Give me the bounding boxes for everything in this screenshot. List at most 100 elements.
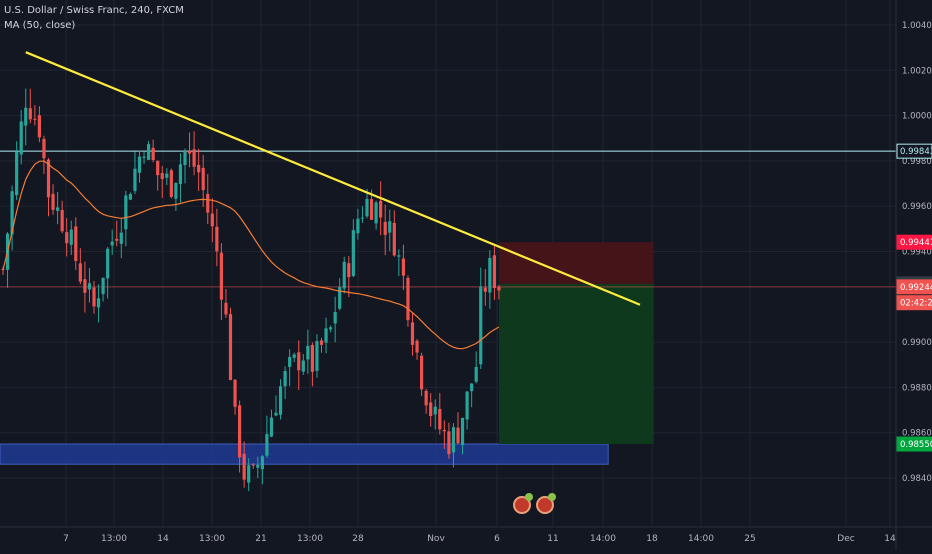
price-badge-stop: [896, 234, 932, 250]
candle-body: [301, 360, 305, 372]
candle-body: [415, 340, 419, 353]
candle-body: [197, 164, 201, 173]
candle-body: [42, 138, 46, 159]
candle-body: [256, 464, 260, 468]
candle-body: [151, 147, 155, 160]
candle-body: [315, 341, 319, 371]
x-tick-label: 21: [255, 534, 266, 544]
candle-body: [438, 408, 442, 430]
candle-body: [465, 391, 469, 420]
candle-body: [401, 258, 405, 276]
price-badge-countdown: [896, 295, 932, 311]
candle-body: [251, 464, 255, 466]
candle-body: [297, 352, 301, 371]
support-zone: [0, 443, 609, 465]
candle-body: [360, 217, 365, 219]
candle-body: [87, 283, 92, 290]
candle-body: [274, 412, 278, 416]
candle-body: [10, 191, 14, 235]
candle-body: [306, 345, 310, 360]
candle-body: [69, 229, 73, 245]
candle-body: [365, 198, 369, 217]
candle-body: [28, 108, 32, 120]
candle-body: [247, 465, 251, 483]
candle-body: [383, 221, 387, 235]
candle-body: [128, 194, 132, 200]
candle-body: [351, 230, 355, 277]
candles-group: [1, 88, 501, 492]
ma-50-line: [2, 160, 500, 350]
candle-body: [288, 357, 292, 367]
x-tick-label: 11: [547, 534, 558, 544]
candle-body: [124, 195, 128, 230]
candle-body: [374, 202, 378, 224]
x-tick-label: 13:00: [199, 534, 225, 544]
x-tick-label: 14:00: [688, 534, 714, 544]
candle-body: [137, 156, 142, 173]
price-badge-target: [896, 436, 932, 452]
candle-body: [142, 156, 146, 158]
take-profit-zone: [498, 283, 654, 445]
candle-body: [106, 248, 110, 279]
candle-body: [488, 257, 492, 293]
y-tick-label: 1.00400: [902, 21, 932, 31]
y-tick-label: 0.98400: [902, 474, 932, 484]
x-tick-label: 7: [63, 534, 69, 544]
candle-body: [78, 263, 82, 282]
chart-title: U.S. Dollar / Swiss Franc, 240, FXCM: [4, 5, 184, 16]
candle-body: [410, 322, 415, 345]
event-marker-badge-icon: [548, 493, 556, 501]
candle-body: [310, 344, 314, 372]
candle-body: [319, 340, 324, 345]
x-tick-label: 13:00: [297, 534, 323, 544]
candle-body: [19, 121, 23, 155]
candle-body: [24, 107, 28, 126]
event-marker-icon: [536, 496, 554, 514]
price-badge-text-target: 0.98550: [900, 440, 932, 450]
price-badge-text-level: 0.99843: [900, 147, 932, 157]
candle-body: [233, 379, 237, 407]
x-tick-label: Nov: [427, 534, 445, 544]
candle-body: [51, 193, 55, 210]
candle-body: [133, 168, 137, 192]
y-tick-label: 1.00200: [902, 66, 932, 76]
candle-body: [115, 238, 119, 241]
candle-body: [388, 221, 392, 233]
candle-body: [215, 226, 219, 252]
x-tick-label: Dec: [837, 534, 854, 544]
candle-body: [470, 383, 474, 392]
candle-body: [479, 286, 483, 365]
candle-body: [347, 263, 351, 278]
candle-body: [324, 328, 328, 343]
candle-body: [483, 287, 487, 292]
candle-body: [160, 173, 164, 180]
x-tick-label: 18: [646, 534, 658, 544]
candle-body: [369, 199, 374, 220]
candle-body: [392, 222, 396, 256]
candle-body: [238, 405, 242, 458]
candle-body: [260, 456, 264, 470]
candle-body: [165, 173, 169, 178]
candle-body: [110, 241, 114, 246]
candle-body: [442, 429, 446, 432]
candle-body: [342, 261, 346, 289]
x-tick-label: 25: [744, 534, 755, 544]
candle-body: [460, 417, 465, 445]
event-marker-icon: [513, 496, 531, 514]
candle-body: [242, 453, 246, 480]
x-tick-label: 13:00: [101, 534, 127, 544]
price-badge-text-last: 0.99244: [900, 283, 932, 293]
candle-body: [283, 370, 287, 387]
candle-body: [397, 255, 401, 257]
candle-body: [147, 144, 151, 160]
candle-body: [492, 255, 496, 289]
price-badge-text-countdown: 02:42:20: [900, 299, 932, 309]
candle-body: [265, 434, 269, 456]
candle-body: [429, 402, 433, 416]
